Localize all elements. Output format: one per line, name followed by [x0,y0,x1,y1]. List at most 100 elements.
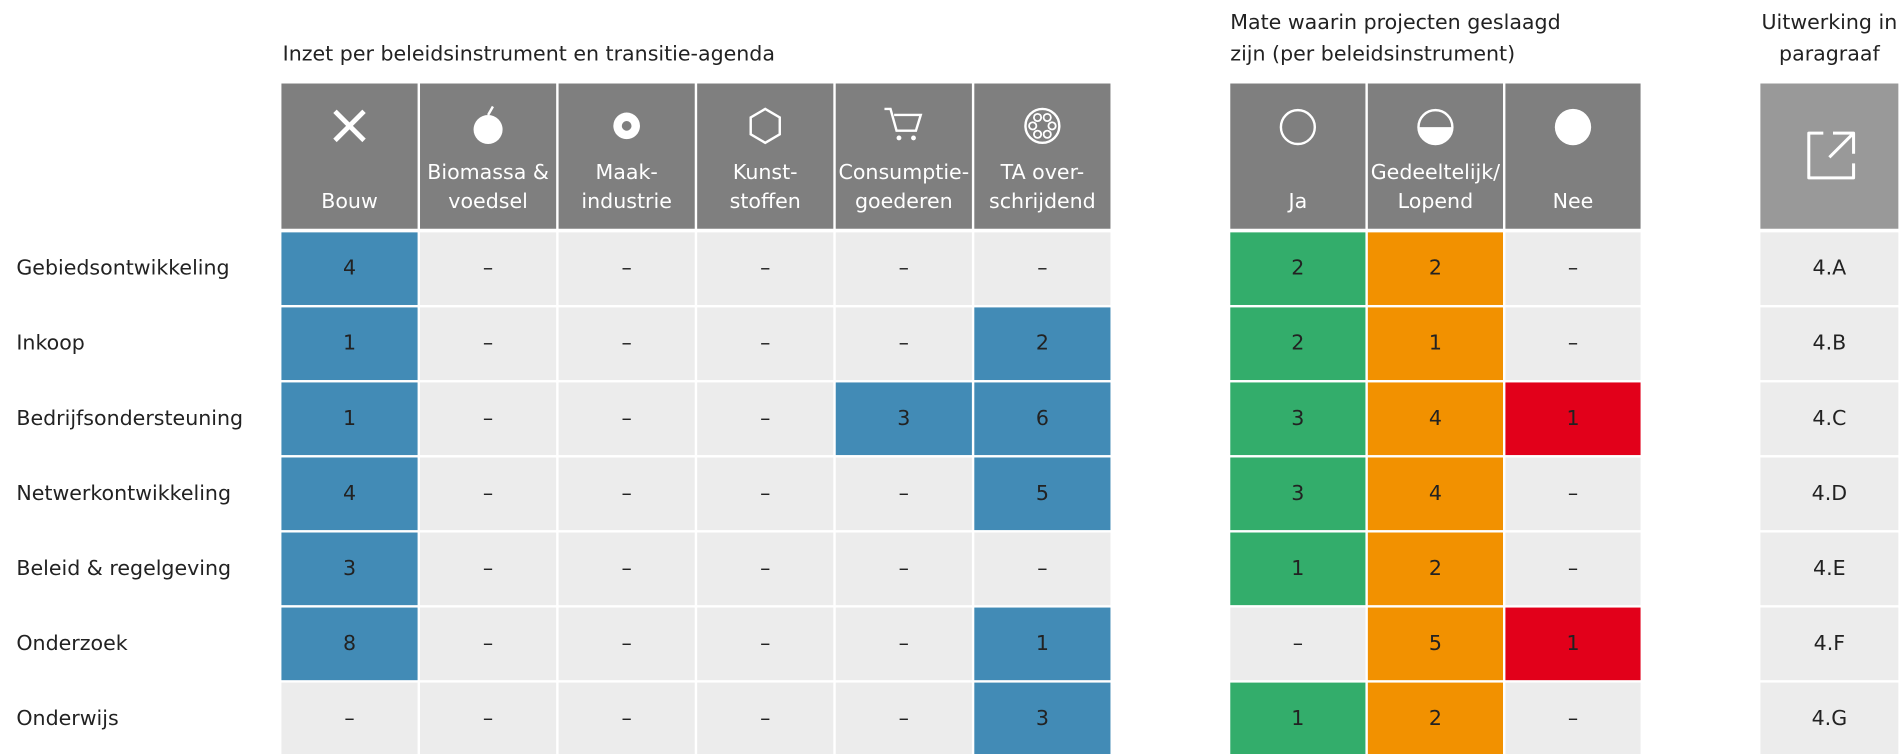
cell-value: – [1037,256,1047,280]
cell-value: – [760,256,770,280]
cell-value: 3 [1291,481,1304,505]
icon [1279,108,1317,146]
cell [1760,682,1899,754]
cell-value: – [622,556,632,580]
cell-value: 4 [1429,406,1442,430]
icon [749,107,781,145]
cell [697,457,834,531]
cell-value: 3 [897,406,910,430]
cell [1505,532,1641,606]
column-header: Ja [1287,189,1308,213]
icon [1042,112,1052,123]
column-header: Nee [1553,189,1594,213]
cell-value: 8 [343,631,356,655]
cell [1760,607,1899,681]
cell [697,607,834,681]
cell [1505,607,1641,681]
cell-value: 1 [343,331,356,355]
cell-value: 4.C [1812,406,1846,430]
section-title: Mate waarin projecten geslaagd [1230,10,1560,34]
cell-value: – [483,406,493,430]
section-title: Uitwerking in [1761,10,1897,34]
cell-value: – [483,331,493,355]
header-cell [1367,83,1503,229]
cell [281,232,418,305]
cell [281,382,418,456]
cell [1760,232,1899,305]
cell-value: 4 [1429,481,1442,505]
cell [1505,232,1641,305]
column-header: schrijdend [989,189,1096,213]
icon [896,135,902,141]
cell [558,607,695,681]
cell-value: – [899,556,909,580]
cell [974,232,1111,305]
cell-value: – [622,256,632,280]
cell [1230,682,1366,754]
icon [487,105,494,116]
cell-value: 1 [1036,631,1049,655]
cell [974,682,1111,754]
cell-value: – [344,706,354,730]
cell-value: 4.F [1814,631,1845,655]
cell [1760,457,1899,531]
cell-value: 4.E [1813,556,1846,580]
cell [1505,457,1641,531]
column-header: Kunst- [733,160,798,184]
cell-value: 6 [1036,406,1049,430]
cell [697,307,834,381]
cell [281,457,418,531]
cell [974,532,1111,606]
cell [1230,607,1366,681]
cell [1230,532,1366,606]
cell [420,457,557,531]
cell-value: – [760,631,770,655]
cell-value: – [483,481,493,505]
icon [1417,108,1454,146]
cell [281,607,418,681]
row-label: Gebiedsontwikkeling [16,256,229,280]
cell [697,682,834,754]
cell-value: – [622,331,632,355]
column-header: Gedeeltelijk/ [1371,160,1500,184]
cell-value: 1 [343,406,356,430]
cell-value: 4.D [1812,481,1847,505]
cell [1230,232,1366,305]
cell [1367,607,1503,681]
cell [835,382,972,456]
cell-value: 2 [1429,256,1442,280]
row-label: Onderwijs [16,706,118,730]
header-cell [558,83,695,229]
icon [1418,110,1453,128]
cell-value: – [622,631,632,655]
icon [1028,121,1038,131]
cell [1367,457,1503,531]
icon [1033,129,1043,139]
cell-value: – [899,631,909,655]
cell [974,382,1111,456]
cell [835,682,972,754]
cell [697,232,834,305]
cell [835,232,972,305]
column-header: Bouw [321,189,378,213]
cell-value: – [1568,331,1578,355]
cell [420,607,557,681]
cell-value: – [760,481,770,505]
cell [835,532,972,606]
cell [558,382,695,456]
cell [281,307,418,381]
cell-value: 1 [1566,631,1579,655]
cell-value: 5 [1429,631,1442,655]
cell [835,457,972,531]
cell [974,457,1111,531]
cell-value: – [1293,631,1303,655]
cell-value: – [760,556,770,580]
cell-value: 1 [1291,556,1304,580]
cell [558,457,695,531]
row-label: Beleid & regelgeving [16,556,231,580]
cell [1760,307,1899,381]
icon [1033,112,1043,123]
cell-value: – [483,706,493,730]
cell [420,682,557,754]
cell-value: – [483,556,493,580]
